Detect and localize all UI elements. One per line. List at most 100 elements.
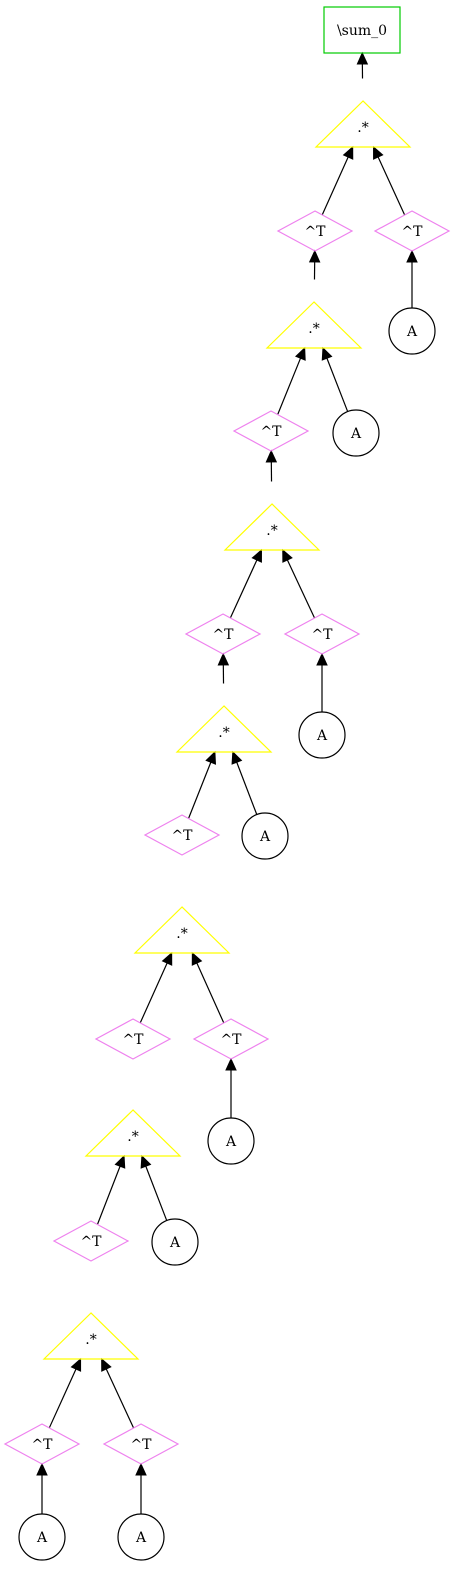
arrowhead-icon [70, 1357, 82, 1372]
edge-a4-to-m4 [236, 762, 258, 815]
leaf-circle-shape [298, 711, 346, 759]
multiply-triangle-shape [84, 1109, 182, 1157]
arrowhead-icon [161, 951, 173, 966]
sum-box-shape [323, 6, 401, 54]
arrowhead-icon [191, 951, 203, 966]
edge-t9-to-m6 [96, 1166, 121, 1225]
arrowhead-icon [282, 548, 293, 563]
multiply-node-label: .* [357, 120, 368, 136]
multiply-node-label: .* [218, 725, 229, 741]
leaf-circle-shape [332, 409, 380, 457]
leaf-node: A [151, 1218, 199, 1266]
multiply-node-label: .* [308, 321, 319, 337]
leaf-node-label: A [36, 1530, 48, 1546]
arrowhead-icon [36, 1462, 48, 1476]
arrowhead-icon [205, 750, 217, 765]
transpose-node-label: ^T [171, 828, 193, 844]
leaf-node-label: A [135, 1530, 147, 1546]
edge-t2-to-m1 [377, 156, 406, 216]
arrowhead-icon [316, 652, 328, 666]
edge-t8-to-m5 [196, 962, 225, 1024]
transpose-node: ^T [192, 1018, 270, 1060]
transpose-diamond-shape [184, 613, 262, 655]
edge-t10-to-m7 [48, 1368, 77, 1429]
arrowhead-icon [101, 1357, 112, 1372]
sum-node-label: \sum_0 [337, 23, 387, 39]
arrowhead-icon [342, 145, 354, 160]
transpose-diamond-shape [192, 1018, 270, 1060]
multiply-node: .* [175, 705, 273, 753]
transpose-node: ^T [373, 210, 451, 252]
multiply-node: .* [223, 503, 321, 551]
multiply-triangle-shape [175, 705, 273, 753]
transpose-diamond-shape [52, 1220, 130, 1262]
transpose-diamond-shape [283, 613, 361, 655]
multiply-node-label: .* [127, 1129, 138, 1145]
leaf-circle-shape [151, 1218, 199, 1266]
leaf-node-label: A [225, 1134, 237, 1150]
arrowhead-icon [217, 652, 230, 666]
arrowhead-icon [308, 249, 321, 263]
transpose-node: ^T [102, 1423, 180, 1465]
multiply-node-label: .* [176, 926, 187, 942]
multiply-triangle-shape [133, 906, 231, 954]
multiply-triangle-shape [42, 1312, 140, 1360]
leaf-node: A [298, 711, 346, 759]
transpose-diamond-shape [143, 814, 221, 856]
edge-t4-to-m3 [229, 559, 258, 619]
transpose-diamond-shape [3, 1423, 81, 1465]
leaf-node: A [388, 307, 436, 355]
transpose-node-label: ^T [80, 1234, 102, 1250]
multiply-node: .* [265, 301, 363, 349]
arrowhead-icon [231, 750, 243, 765]
multiply-node: .* [314, 100, 412, 148]
edge-t1-to-m1 [321, 156, 349, 216]
arrowhead-icon [251, 548, 262, 563]
leaf-circle-shape [241, 812, 289, 860]
multiply-triangle-shape [265, 301, 363, 349]
leaf-circle-shape [117, 1513, 165, 1561]
arrowhead-icon [135, 1462, 147, 1476]
leaf-node-label: A [316, 728, 328, 744]
transpose-node-label: ^T [31, 1437, 53, 1453]
multiply-node: .* [133, 906, 231, 954]
arrowhead-icon [140, 1154, 152, 1169]
transpose-node: ^T [276, 210, 354, 252]
transpose-node-label: ^T [212, 627, 234, 643]
leaf-circle-shape [18, 1513, 66, 1561]
leaf-node-label: A [350, 426, 362, 442]
arrowhead-icon [294, 346, 306, 361]
transpose-diamond-shape [276, 210, 354, 252]
edge-t11-to-m7 [105, 1368, 135, 1429]
arrowhead-icon [114, 1154, 126, 1169]
leaf-node-label: A [259, 829, 271, 845]
transpose-node: ^T [232, 410, 310, 452]
sum-node: \sum_0 [323, 6, 401, 54]
edge-t7-to-m5 [139, 962, 168, 1024]
edge-t6-to-m4 [187, 762, 212, 819]
transpose-node-label: ^T [220, 1032, 242, 1048]
leaf-node: A [241, 812, 289, 860]
edge-a2-to-m2 [326, 358, 349, 412]
leaf-node: A [207, 1117, 255, 1165]
multiply-triangle-shape [223, 503, 321, 551]
arrowhead-icon [373, 145, 384, 160]
transpose-diamond-shape [373, 210, 451, 252]
transpose-node: ^T [283, 613, 361, 655]
transpose-node: ^T [3, 1423, 81, 1465]
transpose-node: ^T [94, 1018, 172, 1060]
transpose-diamond-shape [102, 1423, 180, 1465]
transpose-node: ^T [52, 1220, 130, 1262]
transpose-node: ^T [143, 814, 221, 856]
leaf-circle-shape [388, 307, 436, 355]
transpose-node-label: ^T [304, 224, 326, 240]
multiply-node: .* [42, 1312, 140, 1360]
arrowhead-icon [406, 249, 418, 263]
edge-t5-to-m3 [286, 559, 316, 619]
multiply-node-label: .* [266, 523, 277, 539]
arrowhead-icon [321, 346, 333, 361]
transpose-node-label: ^T [311, 627, 333, 643]
transpose-node-label: ^T [260, 424, 282, 440]
leaf-node-label: A [169, 1235, 181, 1251]
